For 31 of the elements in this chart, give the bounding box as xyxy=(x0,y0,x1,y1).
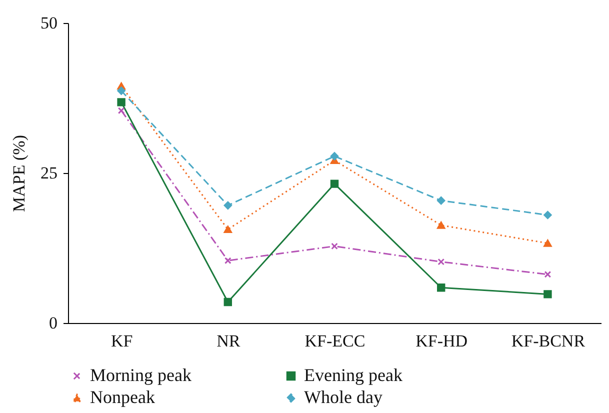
point xyxy=(438,258,445,266)
legend-label: Nonpeak xyxy=(90,387,155,407)
point xyxy=(330,152,339,160)
y-tick-label: 50 xyxy=(40,14,58,32)
x-tick-label: KF xyxy=(110,332,133,350)
point xyxy=(436,283,446,292)
legend-label: Evening peak xyxy=(304,365,402,385)
x-tick-label: KF-ECC xyxy=(304,332,366,350)
point xyxy=(436,196,446,205)
y-tick-label: 0 xyxy=(49,314,58,332)
y-axis-title: MAPE (%) xyxy=(10,135,28,212)
point xyxy=(544,270,552,278)
x-tick-label: KF-BCNR xyxy=(511,332,586,350)
legend-label: Morning peak xyxy=(90,365,192,385)
point xyxy=(544,210,552,220)
point xyxy=(331,242,338,250)
point xyxy=(544,240,552,247)
point xyxy=(118,107,125,114)
point xyxy=(224,226,232,234)
point xyxy=(117,98,126,106)
point xyxy=(436,222,446,229)
legend-label: Whole day xyxy=(304,387,382,407)
point xyxy=(544,290,552,298)
y-tick-label: 25 xyxy=(40,164,58,182)
point xyxy=(224,298,232,306)
x-tick-label: KF-HD xyxy=(416,332,468,350)
point xyxy=(330,180,339,188)
x-tick-label: NR xyxy=(216,332,241,350)
point xyxy=(224,257,232,264)
point xyxy=(117,86,126,95)
point xyxy=(224,201,232,210)
